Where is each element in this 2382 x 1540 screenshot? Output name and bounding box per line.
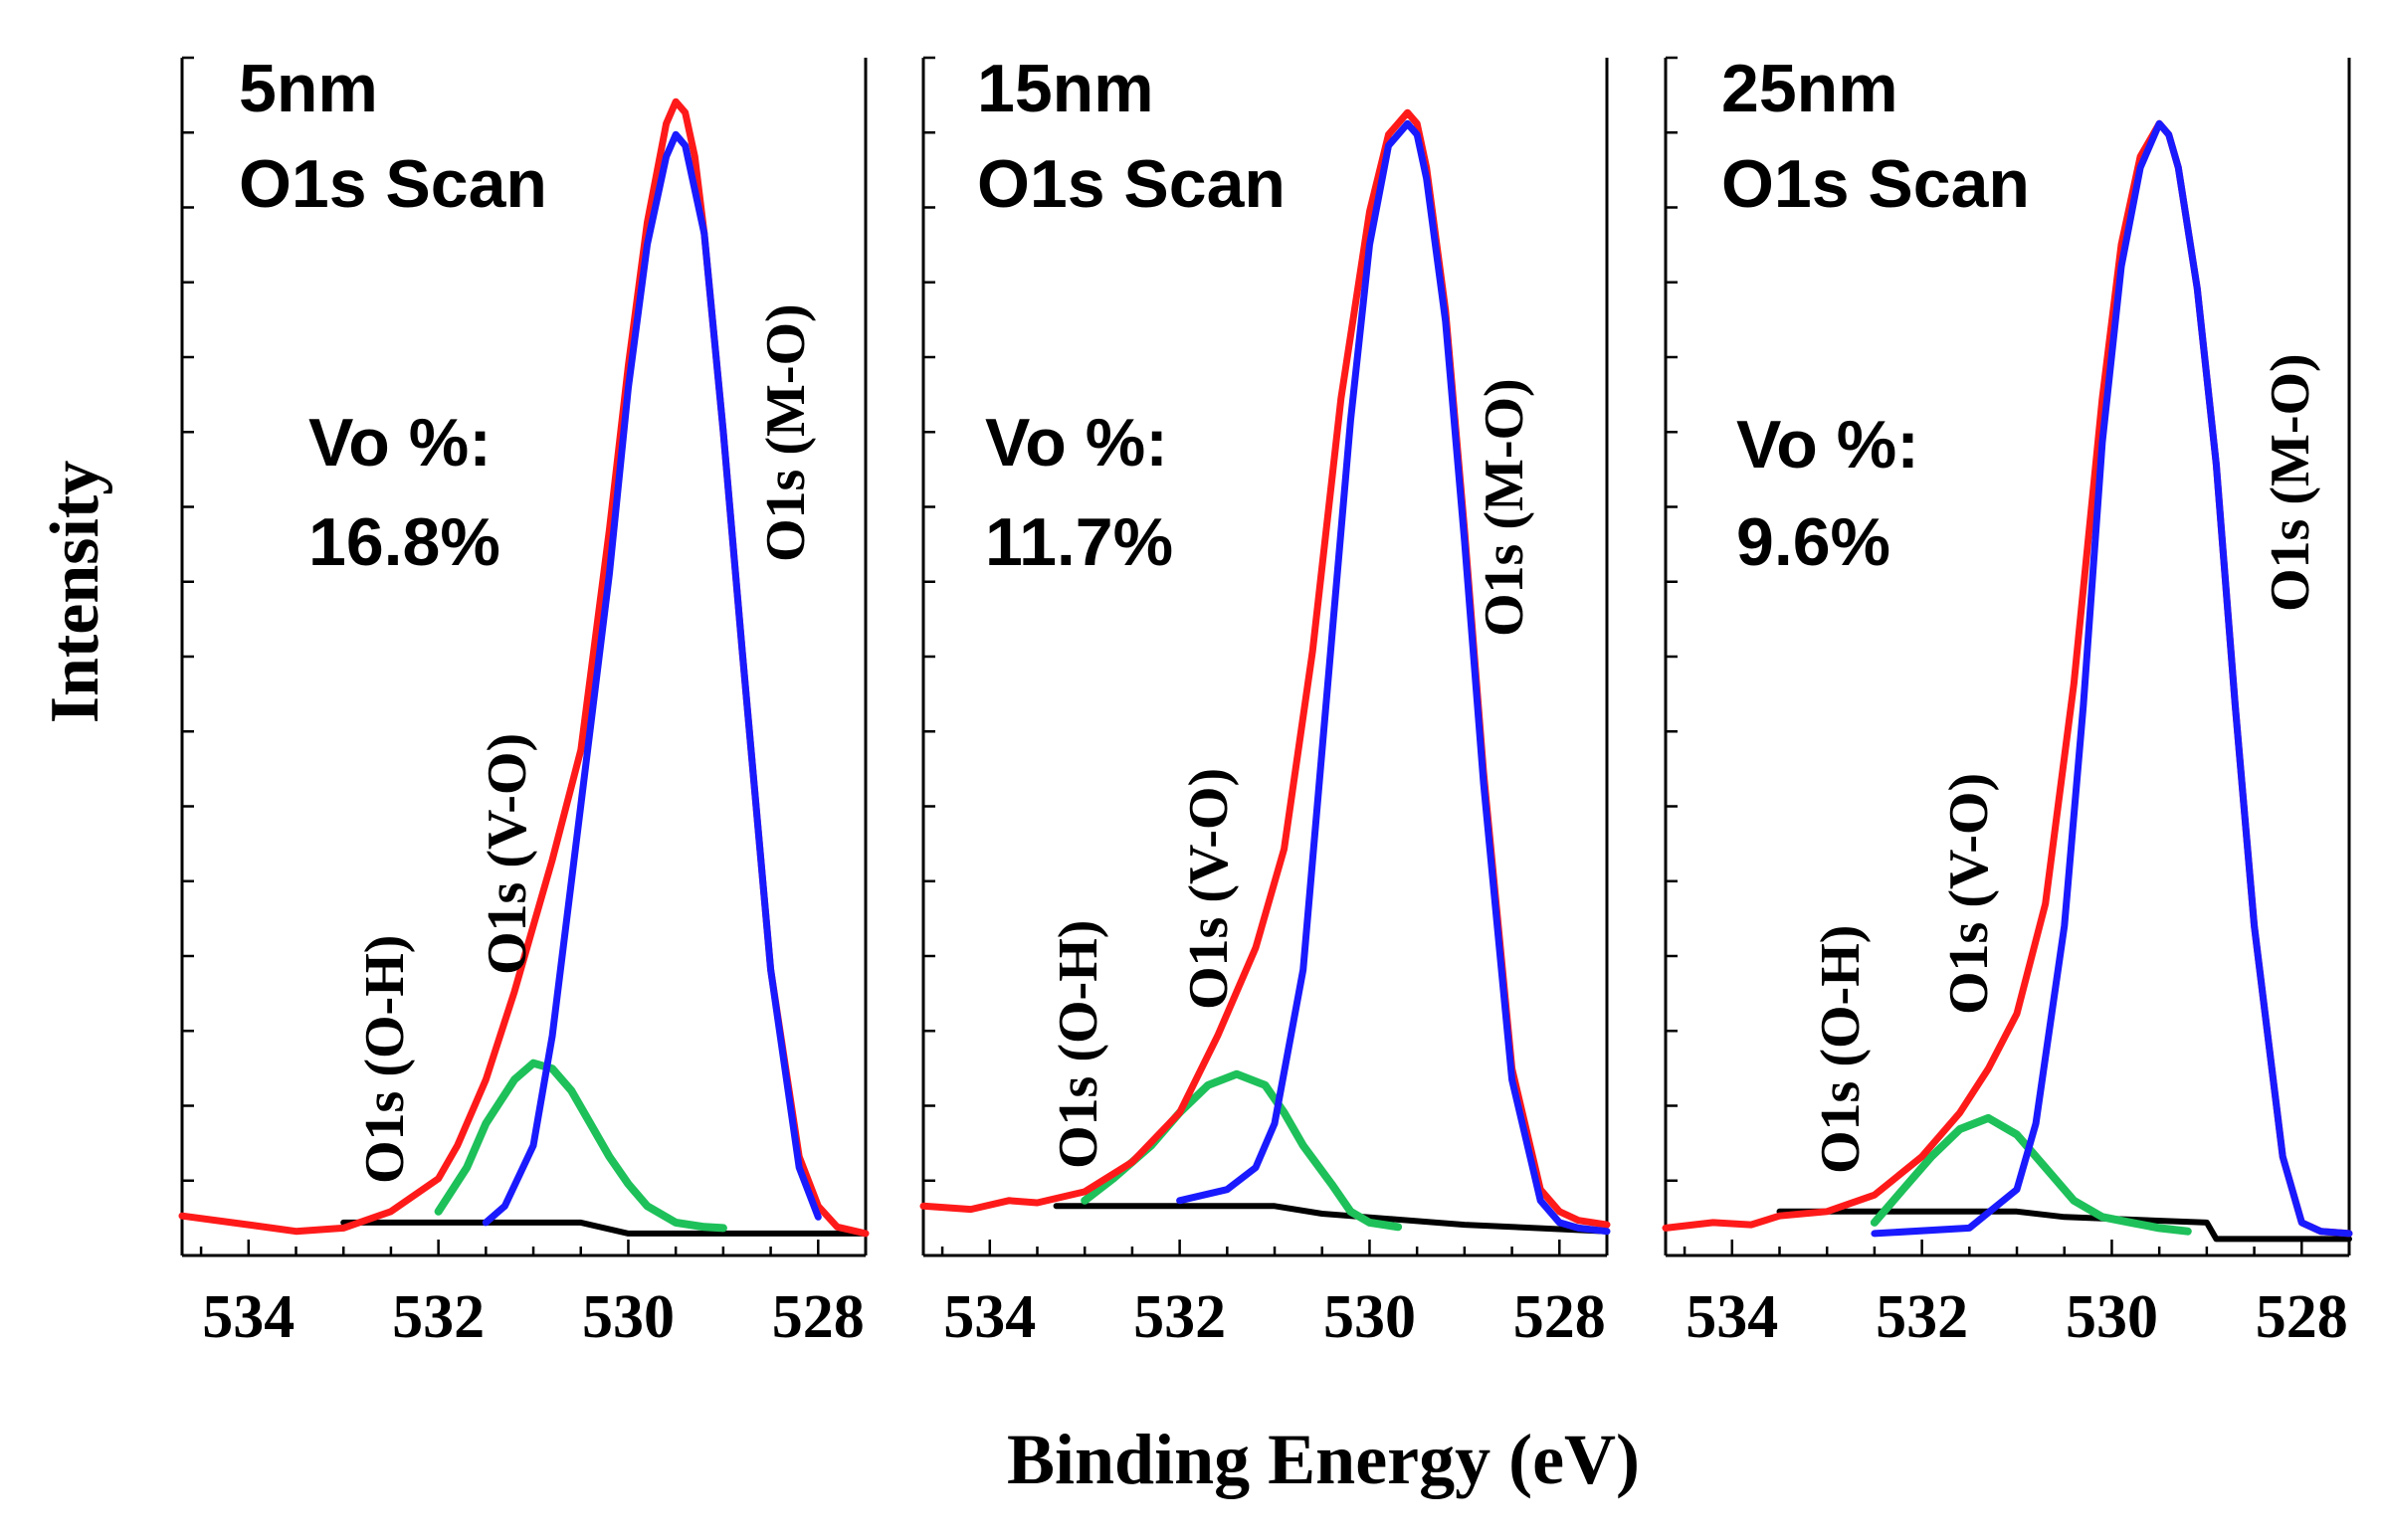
series-m-o <box>482 130 822 1227</box>
panel-3: 534 532 530 528 25nm O1s Scan Vo %: 9.6% O1s (O-… <box>1662 51 2353 1351</box>
series-raw <box>178 97 870 1238</box>
vo-value: 16.8% <box>308 504 500 580</box>
x-tick-label: 528 <box>2256 1283 2348 1351</box>
series-baseline <box>1776 1208 2352 1243</box>
series-v-o <box>434 1059 727 1233</box>
x-tick-label: 534 <box>202 1283 295 1351</box>
x-tick-label: 528 <box>772 1283 865 1351</box>
series-m-o <box>1871 119 2353 1238</box>
vo-value: 9.6% <box>1736 504 1890 580</box>
series-m-o <box>1176 119 1611 1236</box>
x-tick-label: 534 <box>943 1283 1036 1351</box>
x-tick-label: 532 <box>1876 1283 1968 1351</box>
series-baseline <box>340 1219 869 1237</box>
x-tick-label: 530 <box>2066 1283 2158 1351</box>
x-axis-label: Binding Energy (eV) <box>1007 1420 1640 1499</box>
panel-subtitle: O1s Scan <box>977 146 1286 222</box>
vo-label: Vo %: <box>308 405 492 481</box>
vo-label: Vo %: <box>1736 407 1919 482</box>
y-axis-label: Intensity <box>37 461 113 723</box>
panel-2: 534 532 530 528 15nm O1s Scan Vo %: 11.7% O1s (O… <box>919 51 1611 1351</box>
vo-value: 11.7% <box>985 504 1173 580</box>
panel-subtitle: O1s Scan <box>239 146 547 222</box>
series-raw <box>919 108 1611 1229</box>
series-baseline <box>1053 1203 1610 1235</box>
peak-label-mo: O1s (M-O) <box>755 303 817 562</box>
peak-label-vo: O1s (V-O) <box>477 733 538 975</box>
x-tick-label: 528 <box>1513 1283 1606 1351</box>
x-tick-label: 532 <box>1133 1283 1226 1351</box>
x-tick-label: 530 <box>582 1283 675 1351</box>
panel-subtitle: O1s Scan <box>1721 146 2030 222</box>
x-tick-label: 532 <box>392 1283 485 1351</box>
vo-label: Vo %: <box>985 405 1168 481</box>
peak-label-oh: O1s (O-H) <box>354 935 416 1184</box>
peak-label-oh: O1s (O-H) <box>1048 920 1109 1169</box>
peak-label-oh: O1s (O-H) <box>1810 925 1872 1174</box>
x-tick-label: 530 <box>1323 1283 1416 1351</box>
panels: 534 532 530 528 5nm O1s Scan Vo %: 16.8% O1s (O-… <box>178 51 2353 1351</box>
panel-title: 25nm <box>1721 51 1898 126</box>
x-tick-label: 534 <box>1686 1283 1778 1351</box>
panel-title: 15nm <box>977 51 1154 126</box>
peak-label-mo: O1s (M-O) <box>2260 353 2321 612</box>
panel-title: 5nm <box>239 51 378 126</box>
peak-label-mo: O1s (M-O) <box>1474 378 1535 637</box>
series-raw <box>1662 119 2353 1238</box>
peak-label-vo: O1s (V-O) <box>1938 773 2000 1015</box>
panel-1: 534 532 530 528 5nm O1s Scan Vo %: 16.8% O1s (O-… <box>178 51 870 1351</box>
peak-label-vo: O1s (V-O) <box>1178 768 1240 1010</box>
